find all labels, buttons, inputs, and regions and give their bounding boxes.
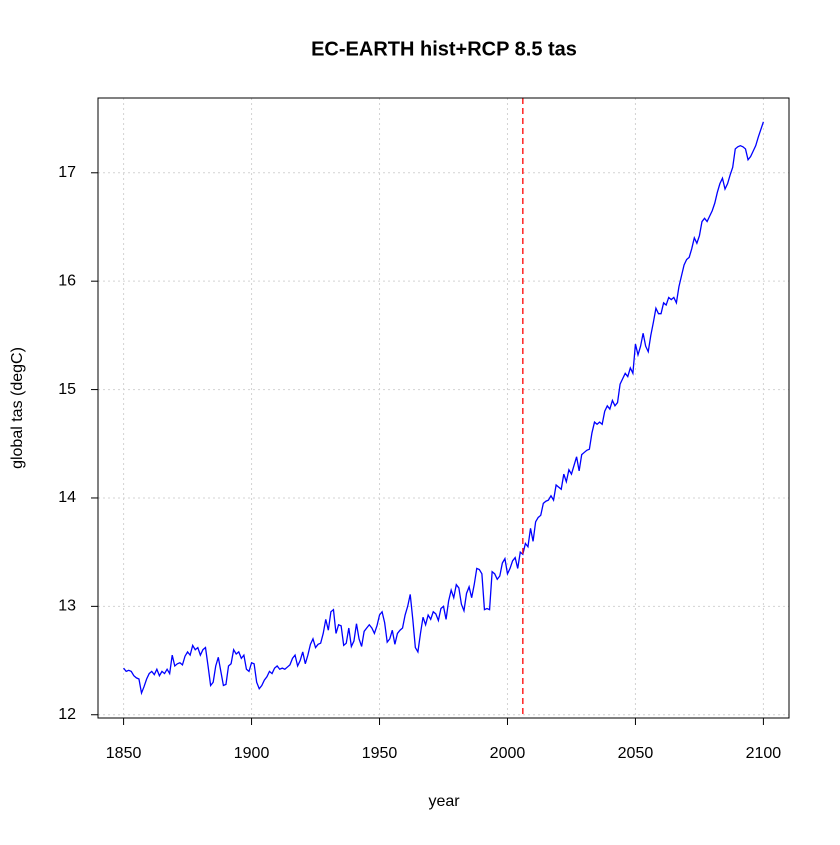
y-tick-label: 13	[58, 598, 76, 615]
x-tick-label: 2000	[490, 745, 526, 762]
y-tick-label: 16	[58, 272, 76, 289]
y-tick-label: 14	[58, 489, 76, 506]
y-tick-label: 15	[58, 381, 76, 398]
x-tick-label: 2050	[618, 745, 654, 762]
x-tick-label: 1950	[362, 745, 398, 762]
y-axis-label: global tas (degC)	[9, 347, 26, 469]
x-tick-label: 1850	[106, 745, 142, 762]
data-line	[123, 121, 765, 696]
x-tick-label: 1900	[234, 745, 270, 762]
x-axis-label: year	[428, 793, 460, 810]
chart-title: EC-EARTH hist+RCP 8.5 tas	[311, 38, 577, 60]
x-tick-label: 2100	[746, 745, 782, 762]
y-tick-label: 12	[58, 706, 76, 723]
plot-frame	[97, 97, 790, 719]
y-tick-label: 17	[58, 164, 76, 181]
